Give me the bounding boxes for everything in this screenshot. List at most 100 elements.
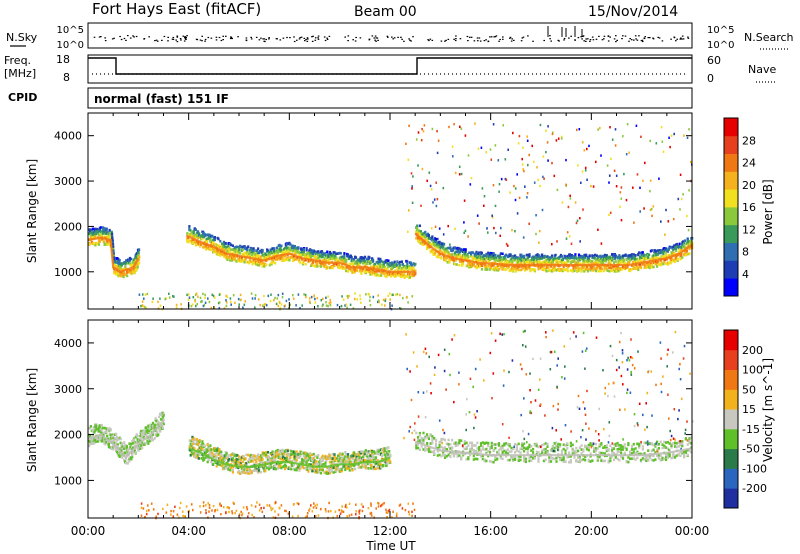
scatter-cell xyxy=(609,211,612,214)
scatter-cell xyxy=(390,262,394,266)
scatter-cell xyxy=(99,226,102,229)
scatter-cell xyxy=(345,269,348,273)
scatter-cell xyxy=(599,267,602,270)
scatter-cell xyxy=(215,456,218,459)
scatter-cell xyxy=(158,415,161,419)
scatter-cell xyxy=(412,266,415,270)
nsky-dot xyxy=(447,38,450,40)
scatter-cell xyxy=(102,240,105,244)
scatter-cell xyxy=(232,250,235,254)
nsky-dot xyxy=(263,38,266,40)
scatter-cell xyxy=(138,255,141,259)
nsky-dot xyxy=(641,39,644,41)
scatter-cell xyxy=(370,270,373,273)
scatter-cell xyxy=(499,234,501,237)
scatter-cell xyxy=(603,267,607,270)
scatter-cell xyxy=(195,438,199,441)
scatter-cell xyxy=(673,258,676,262)
scatter-cell xyxy=(585,254,588,258)
scatter-cell xyxy=(640,135,642,138)
scatter-cell xyxy=(380,271,383,274)
scatter-cell xyxy=(649,139,651,143)
scatter-cell xyxy=(591,260,594,263)
nsky-dot xyxy=(172,36,175,39)
scatter-cell xyxy=(547,266,550,270)
scatter-cell xyxy=(649,179,652,182)
scatter-cell xyxy=(505,265,509,268)
cpid-value: normal (fast) 151 IF xyxy=(94,92,229,106)
scatter-cell xyxy=(126,462,129,465)
scatter-cell xyxy=(514,187,517,190)
scatter-cell xyxy=(100,423,103,427)
scatter-cell xyxy=(346,294,349,298)
scatter-cell xyxy=(596,256,599,260)
scatter-cell xyxy=(658,177,660,180)
scatter-cell xyxy=(447,251,450,254)
scatter-cell xyxy=(221,248,225,251)
scatter-cell xyxy=(256,261,259,265)
scatter-cell xyxy=(292,249,295,253)
scatter-cell xyxy=(535,214,537,217)
scatter-cell xyxy=(144,441,147,445)
freq-tick-low: 8 xyxy=(63,71,70,84)
scatter-cell xyxy=(363,261,366,265)
scatter-cell xyxy=(552,131,554,134)
scatter-cell xyxy=(434,251,437,255)
scatter-cell xyxy=(420,204,422,207)
scatter-cell xyxy=(471,257,474,260)
scatter-cell xyxy=(442,233,445,236)
scatter-cell xyxy=(477,260,480,263)
nsky-dot xyxy=(311,36,313,38)
scatter-cell xyxy=(393,272,396,275)
scatter-cell xyxy=(545,150,547,154)
scatter-cell xyxy=(560,137,563,140)
scatter-cell xyxy=(196,452,199,455)
scatter-cell xyxy=(579,258,582,261)
scatter-cell xyxy=(479,257,483,261)
scatter-cell xyxy=(616,265,619,268)
scatter-cell xyxy=(102,229,105,233)
nsky-dot xyxy=(549,35,551,37)
scatter-cell xyxy=(505,268,508,271)
scatter-cell xyxy=(480,268,483,271)
scatter-cell xyxy=(604,265,607,269)
scatter-cell xyxy=(443,248,446,251)
scatter-cell xyxy=(276,249,279,252)
scatter-cell xyxy=(535,232,537,236)
nsky-dot xyxy=(455,35,457,37)
scatter-cell xyxy=(458,263,461,267)
scatter-cell xyxy=(458,173,461,176)
scatter-cell xyxy=(314,260,317,264)
scatter-cell xyxy=(451,253,454,257)
velocity-plot-area xyxy=(88,320,692,518)
scatter-cell xyxy=(269,299,272,303)
scatter-cell xyxy=(513,184,515,188)
scatter-cell xyxy=(566,231,569,234)
scatter-cell xyxy=(305,295,307,299)
scatter-cell xyxy=(553,256,556,260)
scatter-cell xyxy=(650,264,653,267)
scatter-cell xyxy=(492,263,495,267)
scatter-cell xyxy=(205,450,208,453)
scatter-cell xyxy=(486,253,489,256)
scatter-cell xyxy=(632,267,635,270)
scatter-cell xyxy=(567,205,570,209)
scatter-cell xyxy=(459,125,461,128)
scatter-cell xyxy=(559,268,563,271)
scatter-cell xyxy=(438,227,441,230)
scatter-cell xyxy=(541,253,544,257)
scatter-cell xyxy=(283,251,286,255)
scatter-cell xyxy=(578,268,581,272)
scatter-cell xyxy=(334,254,337,258)
scatter-cell xyxy=(389,264,392,268)
nsky-dot xyxy=(628,40,630,42)
scatter-cell xyxy=(452,248,455,252)
scatter-cell xyxy=(514,198,517,202)
scatter-cell xyxy=(445,256,448,260)
scatter-cell xyxy=(320,253,323,256)
scatter-cell xyxy=(206,245,209,249)
scatter-cell xyxy=(124,461,128,465)
scatter-cell xyxy=(161,416,164,419)
scatter-cell xyxy=(400,260,403,263)
